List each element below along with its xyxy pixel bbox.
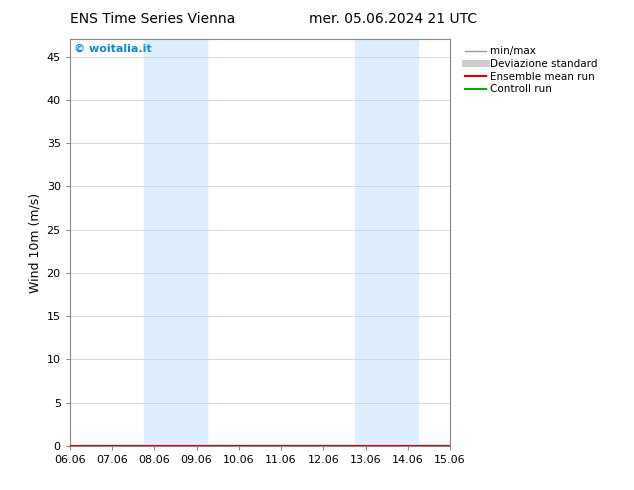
Legend: min/max, Deviazione standard, Ensemble mean run, Controll run: min/max, Deviazione standard, Ensemble m… xyxy=(463,45,600,97)
Text: ENS Time Series Vienna: ENS Time Series Vienna xyxy=(70,12,235,26)
Text: © woitalia.it: © woitalia.it xyxy=(74,43,151,53)
Bar xyxy=(176,39,207,446)
Bar xyxy=(144,39,176,446)
Bar xyxy=(387,39,418,446)
Text: mer. 05.06.2024 21 UTC: mer. 05.06.2024 21 UTC xyxy=(309,12,477,26)
Bar xyxy=(355,39,387,446)
Y-axis label: Wind 10m (m/s): Wind 10m (m/s) xyxy=(28,193,41,293)
